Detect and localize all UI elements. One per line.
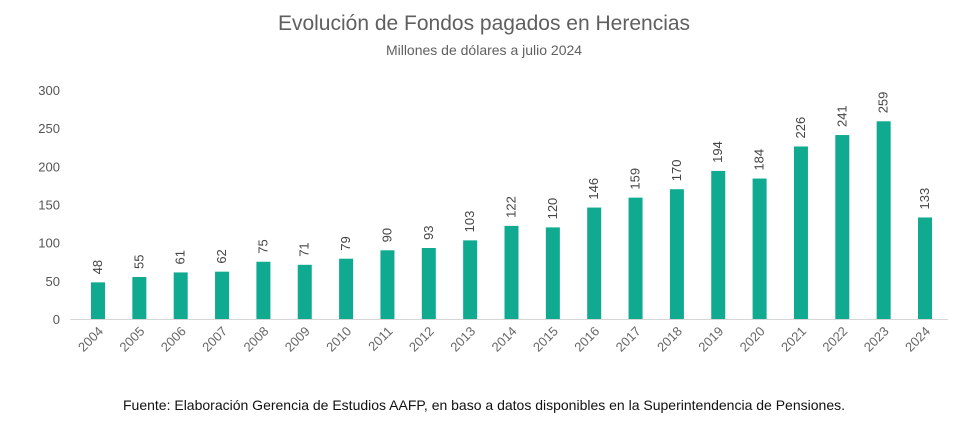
y-tick-label: 200 xyxy=(38,159,60,174)
x-tick-label: 2007 xyxy=(199,324,230,355)
data-label-2012: 93 xyxy=(421,226,436,240)
bar-2005 xyxy=(132,277,147,319)
data-label-2009: 71 xyxy=(297,242,312,256)
bar-2004 xyxy=(91,282,105,319)
bar-2024 xyxy=(918,217,932,319)
data-label-2021: 226 xyxy=(793,117,808,139)
chart-subtitle: Millones de dólares a julio 2024 xyxy=(385,42,583,58)
bar-2018 xyxy=(669,189,684,319)
y-tick-label: 150 xyxy=(38,198,60,213)
x-tick-label: 2013 xyxy=(447,324,478,355)
data-label-2017: 159 xyxy=(628,168,643,190)
x-tick-label: 2005 xyxy=(116,324,147,355)
bar-2017 xyxy=(628,197,643,319)
bar-2019 xyxy=(711,170,726,319)
x-tick-label: 2012 xyxy=(406,324,437,355)
data-label-2013: 103 xyxy=(462,211,477,233)
x-tick-label: 2024 xyxy=(902,324,933,355)
x-tick-label: 2018 xyxy=(654,324,685,355)
bar-2016 xyxy=(587,207,602,319)
bar-2008 xyxy=(256,261,271,319)
data-label-2014: 122 xyxy=(504,196,519,218)
data-label-2005: 55 xyxy=(131,255,146,269)
data-label-2007: 62 xyxy=(214,249,229,263)
data-label-2011: 90 xyxy=(379,228,394,242)
bar-2022 xyxy=(835,135,850,319)
bar-2020 xyxy=(752,178,767,319)
data-label-2010: 79 xyxy=(338,236,353,250)
bar-2006 xyxy=(173,272,188,319)
bar-2021 xyxy=(793,146,808,319)
y-tick-label: 250 xyxy=(38,121,60,136)
bar-2013 xyxy=(463,240,478,319)
data-label-2019: 194 xyxy=(710,141,725,163)
x-tick-label: 2023 xyxy=(861,324,892,355)
bar-2014 xyxy=(504,225,519,319)
data-label-2023: 259 xyxy=(876,92,891,114)
x-tick-label: 2016 xyxy=(571,324,602,355)
x-tick-label: 2008 xyxy=(240,324,271,355)
data-label-2008: 75 xyxy=(255,239,270,253)
data-label-2020: 184 xyxy=(752,149,767,171)
bar-2015 xyxy=(545,227,560,319)
y-tick-label: 50 xyxy=(46,274,60,289)
x-tick-label: 2011 xyxy=(365,324,395,354)
x-tick-label: 2010 xyxy=(323,324,354,355)
y-tick-label: 100 xyxy=(38,236,60,251)
data-label-2018: 170 xyxy=(669,160,684,182)
x-tick-label: 2021 xyxy=(778,324,809,355)
x-tick-label: 2020 xyxy=(737,324,768,355)
x-tick-label: 2004 xyxy=(75,324,106,355)
bar-2007 xyxy=(215,271,230,319)
y-tick-label: 0 xyxy=(53,312,60,327)
x-tick-label: 2009 xyxy=(282,324,313,355)
data-label-2016: 146 xyxy=(586,178,601,200)
data-label-2022: 241 xyxy=(834,105,849,127)
x-tick-label: 2006 xyxy=(158,324,189,355)
x-tick-label: 2014 xyxy=(489,324,520,355)
x-tick-label: 2017 xyxy=(613,324,644,355)
source-note: Fuente: Elaboración Gerencia de Estudios… xyxy=(122,397,845,413)
chart-title: Evolución de Fondos pagados en Herencias xyxy=(277,12,691,35)
data-label-2006: 61 xyxy=(173,250,188,264)
x-tick-label: 2015 xyxy=(530,324,561,355)
x-tick-label: 2019 xyxy=(695,324,726,355)
y-tick-label: 300 xyxy=(38,83,60,98)
bar-2023 xyxy=(876,121,891,320)
data-label-2015: 120 xyxy=(545,198,560,220)
data-label-2004: 48 xyxy=(90,260,105,274)
bar-2011 xyxy=(380,250,395,319)
bar-2012 xyxy=(421,248,436,319)
x-tick-label: 2022 xyxy=(819,324,850,355)
data-label-2024: 133 xyxy=(917,188,932,210)
bar-2010 xyxy=(339,258,354,319)
bar-2009 xyxy=(297,264,312,319)
